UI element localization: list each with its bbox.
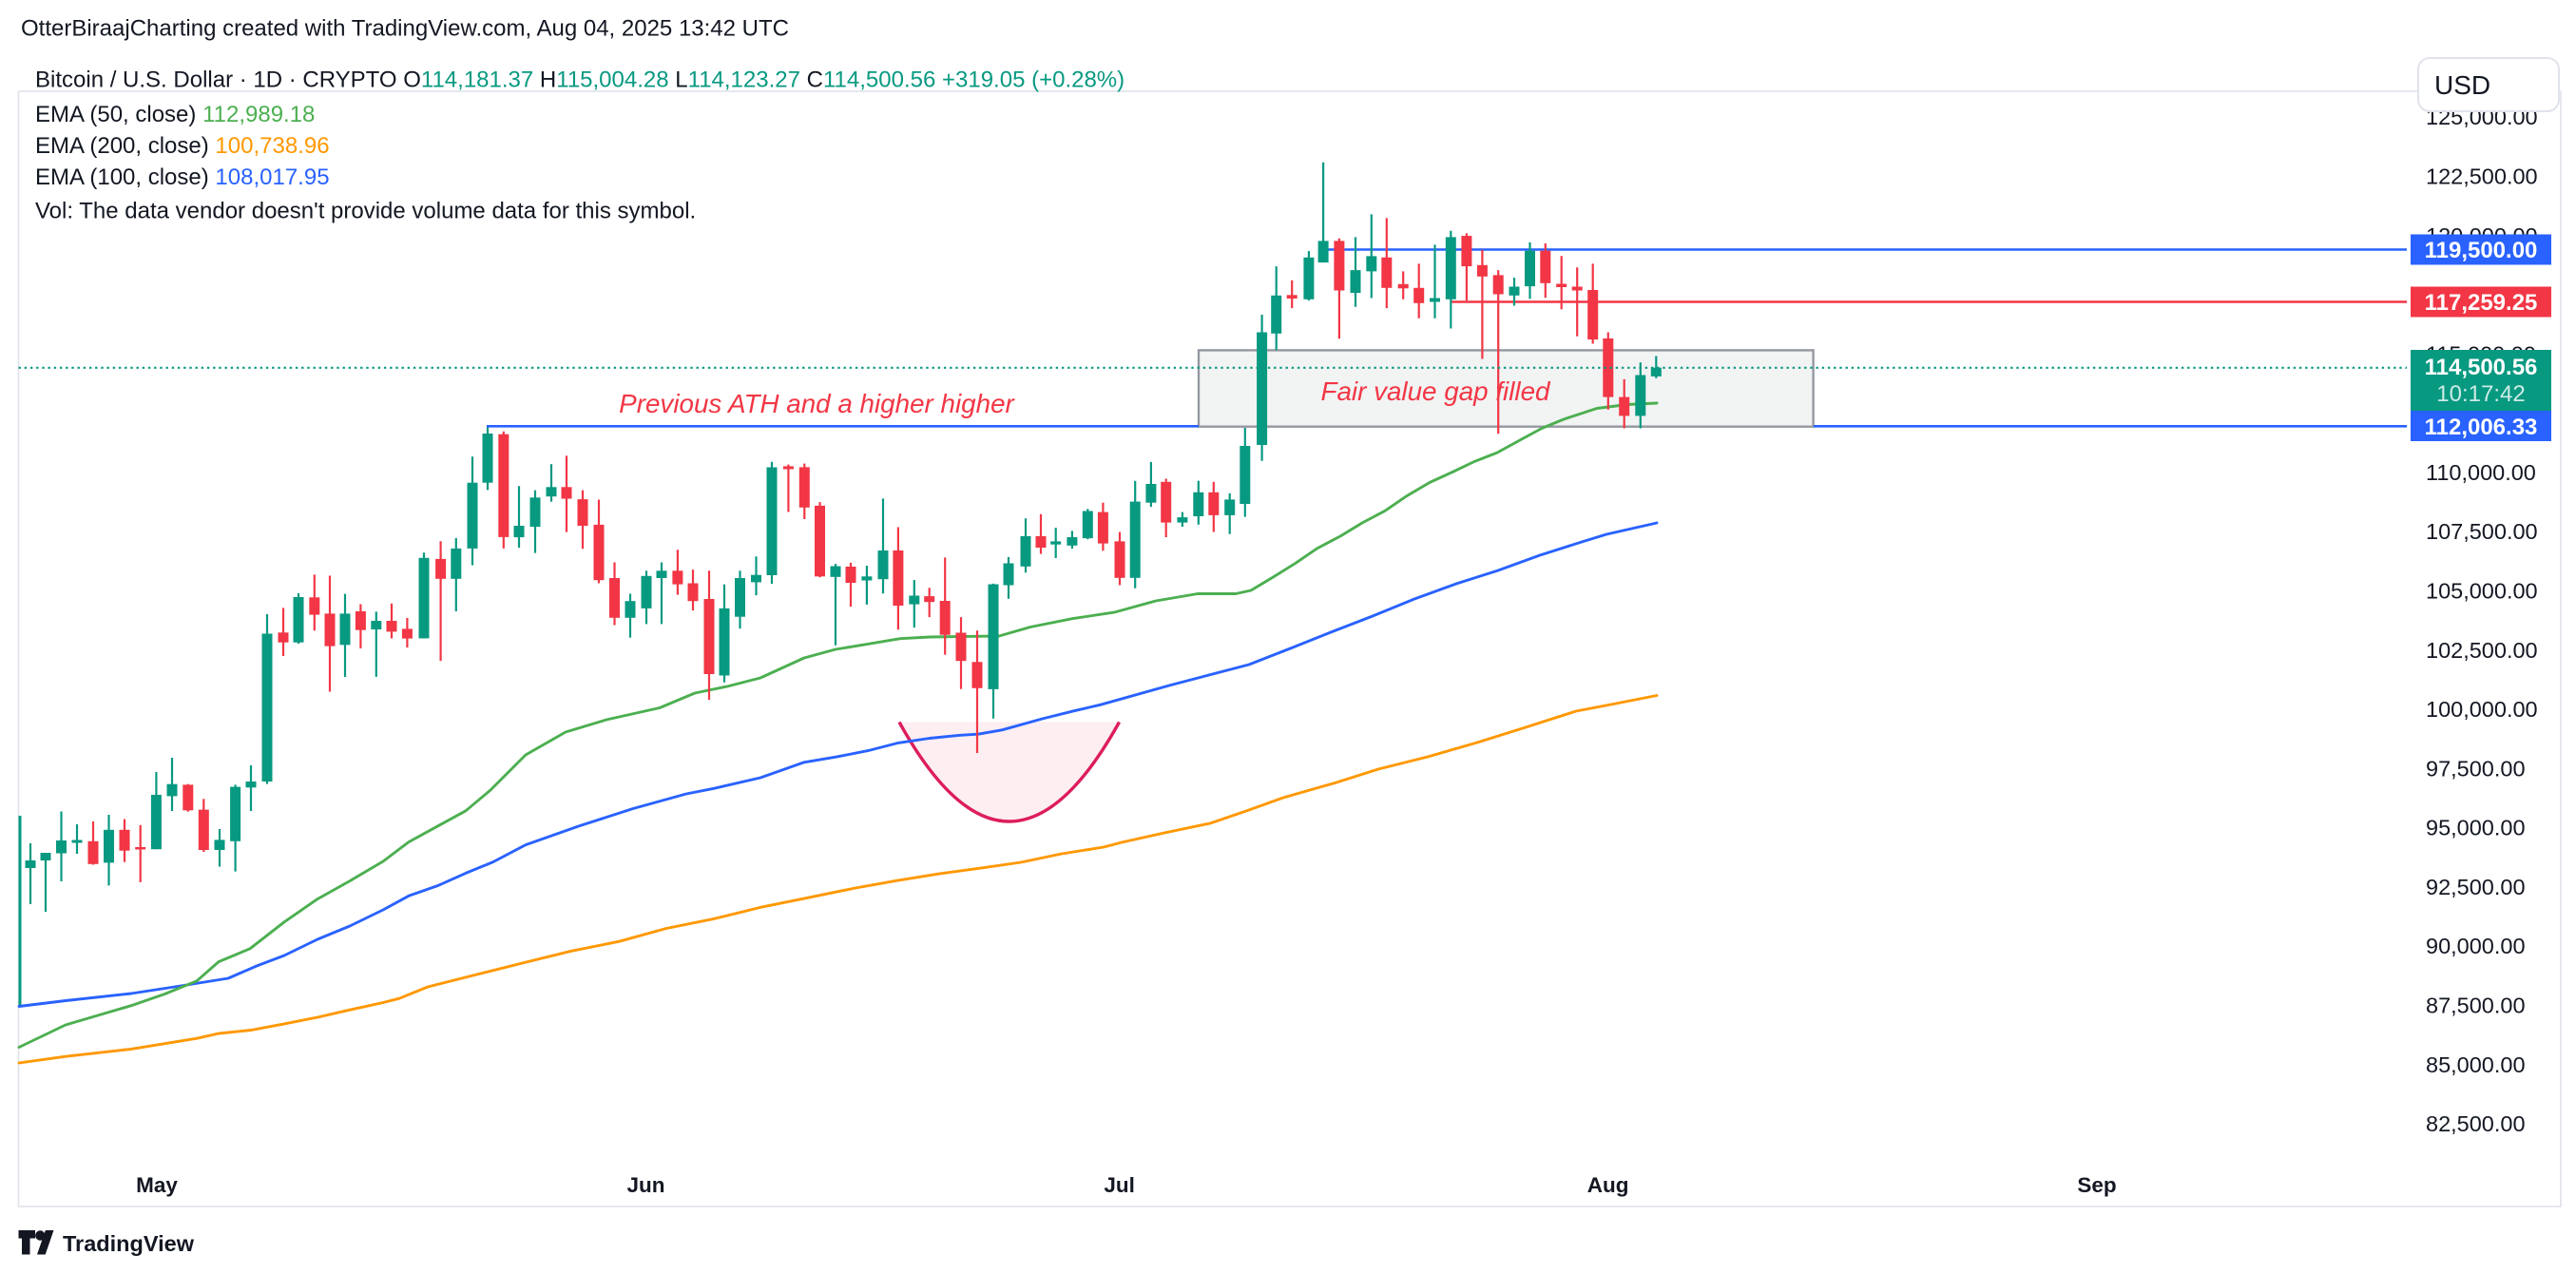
svg-text:92,500.00: 92,500.00 xyxy=(2426,875,2526,899)
svg-text:112,006.33: 112,006.33 xyxy=(2425,415,2538,440)
svg-text:EMA (200, close) 100,738.96: EMA (200, close) 100,738.96 xyxy=(35,133,330,159)
svg-text:114,500.56: 114,500.56 xyxy=(2425,355,2538,380)
svg-text:OtterBiraajCharting created wi: OtterBiraajCharting created with Trading… xyxy=(21,16,789,42)
svg-text:May: May xyxy=(136,1173,178,1197)
svg-text:105,000.00: 105,000.00 xyxy=(2426,579,2538,604)
svg-text:Sep: Sep xyxy=(2077,1173,2116,1197)
svg-text:110,000.00: 110,000.00 xyxy=(2426,460,2536,485)
svg-text:Bitcoin / U.S. Dollar · 1D · C: Bitcoin / U.S. Dollar · 1D · CRYPTO O114… xyxy=(35,68,1125,93)
svg-text:Jul: Jul xyxy=(1104,1173,1135,1197)
svg-text:85,000.00: 85,000.00 xyxy=(2426,1052,2526,1077)
svg-text:Previous ATH and a higher high: Previous ATH and a higher higher xyxy=(619,389,1015,418)
svg-text:87,500.00: 87,500.00 xyxy=(2426,994,2526,1018)
svg-text:10:17:42: 10:17:42 xyxy=(2436,381,2525,407)
svg-text:102,500.00: 102,500.00 xyxy=(2426,638,2538,663)
svg-text:EMA (100, close) 108,017.95: EMA (100, close) 108,017.95 xyxy=(35,164,330,190)
svg-text:90,000.00: 90,000.00 xyxy=(2426,934,2526,958)
svg-text:Vol: The data vendor doesn't p: Vol: The data vendor doesn't provide vol… xyxy=(35,199,696,224)
svg-text:122,500.00: 122,500.00 xyxy=(2426,164,2538,189)
svg-text:95,000.00: 95,000.00 xyxy=(2426,816,2526,840)
svg-text:100,000.00: 100,000.00 xyxy=(2426,697,2538,722)
svg-text:97,500.00: 97,500.00 xyxy=(2426,756,2526,781)
svg-text:117,259.25: 117,259.25 xyxy=(2425,290,2538,316)
svg-text:82,500.00: 82,500.00 xyxy=(2426,1111,2526,1136)
svg-text:Jun: Jun xyxy=(626,1173,664,1197)
svg-text:Aug: Aug xyxy=(1587,1173,1629,1197)
svg-text:119,500.00: 119,500.00 xyxy=(2425,238,2538,263)
svg-text:Fair value gap filled: Fair value gap filled xyxy=(1320,376,1551,406)
svg-text:USD: USD xyxy=(2434,70,2490,100)
svg-text:TradingView: TradingView xyxy=(63,1231,195,1256)
svg-text:EMA (50, close) 112,989.18: EMA (50, close) 112,989.18 xyxy=(35,102,315,127)
svg-text:107,500.00: 107,500.00 xyxy=(2426,519,2538,544)
